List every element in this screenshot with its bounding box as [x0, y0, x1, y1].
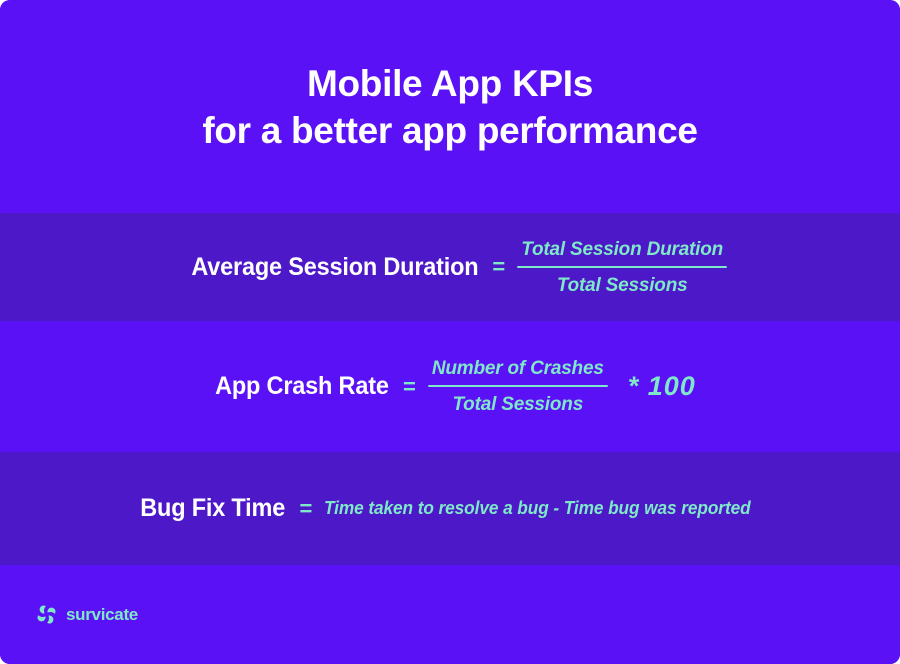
formula-expression: Time taken to resolve a bug - Time bug w… — [324, 498, 751, 518]
equals-sign: = — [402, 373, 416, 399]
fraction-numerator: Total Session Duration — [521, 238, 724, 260]
brand-name: survicate — [66, 604, 138, 624]
brand-logo: survicate — [36, 604, 138, 625]
survicate-pinwheel-icon — [37, 605, 56, 624]
footer-band: survicate — [0, 565, 900, 664]
formula-multiplier: * 100 — [627, 371, 696, 401]
fraction: Number of Crashes Total Sessions — [427, 355, 608, 418]
formula-band-app-crash-rate: App Crash Rate = Number of Crashes Total… — [0, 321, 900, 452]
fraction-denominator: Total Sessions — [452, 394, 584, 415]
page-title: Mobile App KPIs for a better app perform… — [162, 60, 737, 154]
formula-label: Average Session Duration — [191, 252, 479, 281]
equals-sign: = — [492, 254, 506, 279]
equals-sign: = — [299, 495, 313, 521]
title-line-2: for a better app performance — [202, 109, 698, 151]
fraction-denominator: Total Sessions — [556, 274, 688, 296]
header-band: Mobile App KPIs for a better app perform… — [0, 0, 900, 213]
formula-label: Bug Fix Time — [140, 494, 286, 522]
formula-band-bug-fix-time: Bug Fix Time = Time taken to resolve a b… — [0, 452, 900, 565]
fraction: Total Session Duration Total Sessions — [517, 236, 728, 299]
formula-bug-fix-time: Bug Fix Time = Time taken to resolve a b… — [131, 494, 768, 523]
fraction-bar — [517, 265, 728, 268]
formula-average-session-duration: Average Session Duration = Total Session… — [173, 236, 728, 299]
title-line-1: Mobile App KPIs — [306, 62, 593, 104]
fraction-bar — [427, 385, 608, 387]
formula-band-average-session-duration: Average Session Duration = Total Session… — [0, 213, 900, 321]
formula-app-crash-rate: App Crash Rate = Number of Crashes Total… — [204, 355, 696, 418]
fraction-numerator: Number of Crashes — [431, 358, 604, 379]
formula-label: App Crash Rate — [215, 372, 389, 400]
